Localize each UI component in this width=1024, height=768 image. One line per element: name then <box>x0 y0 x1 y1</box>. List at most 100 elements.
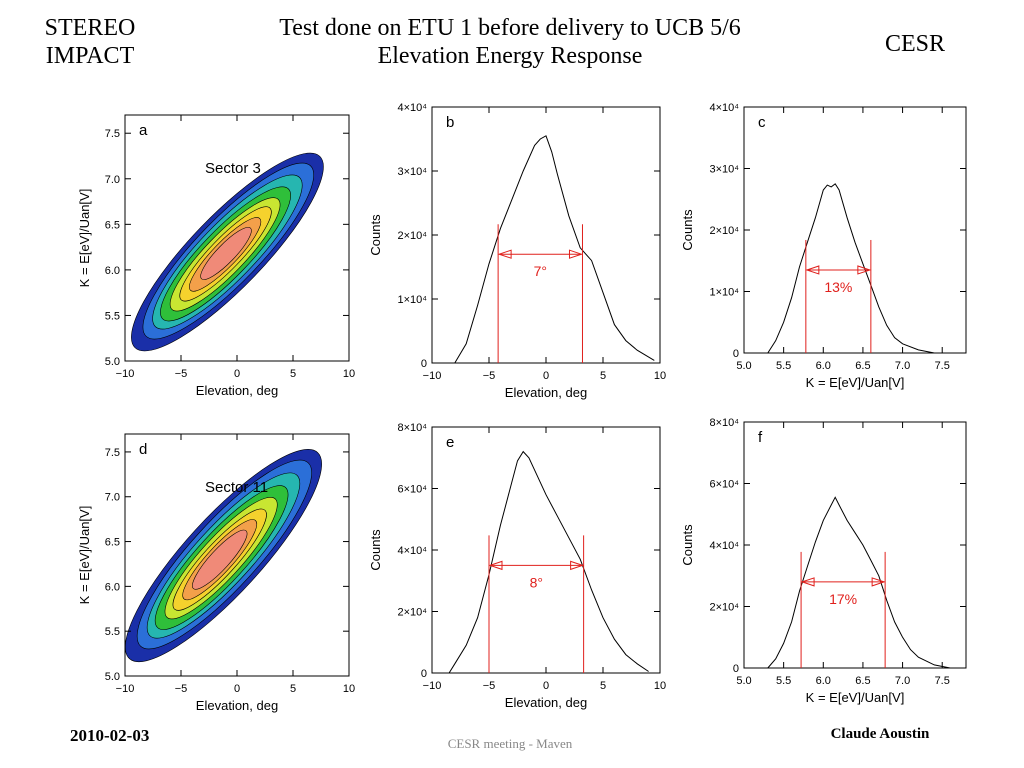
chart-b-xtick-label-4: 10 <box>654 370 666 382</box>
chart-d-xtick-label-0: −10 <box>116 683 135 695</box>
chart-a-ytick-label-1: 5.5 <box>105 310 120 322</box>
header-right: CESR <box>884 31 946 57</box>
header-left-line2: IMPACT <box>45 43 135 69</box>
chart-c-xtick-label-0: 5.0 <box>736 360 751 372</box>
chart-panel-c: 5.0 5.5 6.0 6.5 7.0 7.5 0 1×10⁴ 2×10⁴ 3×10⁴ 4×10⁴ K… <box>680 102 967 390</box>
chart-f-xtick-label-5: 7.5 <box>935 675 950 687</box>
chart-b-series-line <box>454 135 655 364</box>
header-left: STEREO IMPACT <box>20 14 160 70</box>
chart-c-xtick-label-2: 6.0 <box>816 360 831 372</box>
chart-e-xtick-label-4: 10 <box>654 680 666 692</box>
chart-e-arrowhead-left <box>488 560 503 571</box>
header-left-line1: STEREO <box>44 15 136 41</box>
chart-d-xtick-label-2: 0 <box>234 683 240 695</box>
chart-c-ytick-label-4: 4×10⁴ <box>709 102 739 114</box>
chart-d-contours <box>125 449 322 663</box>
chart-a-ylabel: K = E[eV]/Uan[V] <box>77 189 92 288</box>
chart-f-width-label: 17% <box>829 591 857 607</box>
chart-a-ytick-label-0: 5.0 <box>105 356 120 368</box>
chart-b-xtick-label-1: −5 <box>483 370 496 382</box>
chart-d-ytick-label-4: 7.0 <box>105 492 120 504</box>
chart-a-xtick-label-4: 10 <box>343 368 355 380</box>
chart-a-ytick-label-5: 7.5 <box>105 128 120 140</box>
chart-b-arrowhead-left <box>497 249 512 259</box>
chart-b-xtick-label-2: 0 <box>543 370 549 382</box>
chart-f-arrowhead-right <box>871 577 886 587</box>
chart-f-xtick-label-3: 6.5 <box>855 675 870 687</box>
chart-c-ytick-label-1: 1×10⁴ <box>709 287 739 299</box>
chart-d-xlabel: Elevation, deg <box>196 698 278 713</box>
chart-d-annotation: Sector 11 <box>205 479 268 496</box>
chart-d-xtick-label-3: 5 <box>290 683 296 695</box>
chart-d-ytick-label-2: 6.0 <box>105 581 120 593</box>
chart-c-ylabel: Counts <box>680 209 695 251</box>
chart-e-ytick-label-0: 0 <box>421 668 427 680</box>
chart-a-panel-label: a <box>139 122 148 139</box>
chart-a-annotation: Sector 3 <box>205 160 261 177</box>
chart-e-xtick-label-2: 0 <box>543 680 549 692</box>
chart-d-contour-7 <box>192 529 248 590</box>
chart-c-width-label: 13% <box>824 279 852 295</box>
chart-d-ytick-label-3: 6.5 <box>105 537 120 549</box>
chart-panel-f: 5.0 5.5 6.0 6.5 7.0 7.5 0 2×10⁴ 4×10⁴ 6×10⁴ 8×10⁴ K… <box>680 417 967 705</box>
slide-title: Test done on ETU 1 before delivery to UC… <box>180 14 840 70</box>
footer-author: Claude Aoustin <box>830 726 930 742</box>
chart-b-xtick-label-0: −10 <box>423 370 442 382</box>
chart-e-ytick-label-4: 8×10⁴ <box>397 422 427 434</box>
chart-d-ytick-label-0: 5.0 <box>105 671 120 683</box>
chart-d-ylabel: K = E[eV]/Uan[V] <box>77 506 92 605</box>
chart-b-ytick-label-3: 3×10⁴ <box>397 166 427 178</box>
chart-f-ytick-label-1: 2×10⁴ <box>709 602 739 614</box>
chart-b-ylabel: Counts <box>368 214 383 256</box>
chart-f-panel-label: f <box>758 429 763 446</box>
chart-a-ytick-label-4: 7.0 <box>105 174 120 186</box>
chart-b-arrowhead-right <box>568 249 584 259</box>
chart-a-xlabel: Elevation, deg <box>196 383 278 398</box>
slide-title-line2: Elevation Energy Response <box>377 43 643 69</box>
chart-panel-e: −10 −5 0 5 10 0 2×10⁴ 4×10⁴ 6×10⁴ 8×10⁴ Elevation,… <box>368 422 666 710</box>
chart-f-xtick-label-1: 5.5 <box>776 675 791 687</box>
chart-f-series-line <box>767 496 951 669</box>
chart-c-xtick-label-3: 6.5 <box>855 360 870 372</box>
chart-f-xtick-label-4: 7.0 <box>895 675 910 687</box>
chart-a-contour-7 <box>200 227 252 280</box>
chart-b-xtick-label-3: 5 <box>600 370 606 382</box>
chart-c-arrowhead-right <box>857 265 872 275</box>
chart-e-series-line <box>448 450 649 674</box>
chart-e-width-label: 8° <box>530 574 543 590</box>
chart-e-ytick-label-3: 6×10⁴ <box>397 484 427 496</box>
chart-a-xtick-label-0: −10 <box>116 368 135 380</box>
chart-a-xtick-label-1: −5 <box>175 368 188 380</box>
chart-c-xtick-label-1: 5.5 <box>776 360 791 372</box>
chart-e-arrowhead-right <box>570 560 585 571</box>
chart-a-ytick-label-2: 6.0 <box>105 265 120 277</box>
chart-c-xlabel: K = E[eV]/Uan[V] <box>806 375 905 390</box>
chart-d-ytick-label-5: 7.5 <box>105 447 120 459</box>
chart-a-ytick-label-3: 6.5 <box>105 219 120 231</box>
chart-b-ytick-label-2: 2×10⁴ <box>397 230 427 242</box>
chart-f-ytick-label-0: 0 <box>733 663 739 675</box>
chart-f-xlabel: K = E[eV]/Uan[V] <box>806 690 905 705</box>
chart-f-frame <box>743 421 967 669</box>
chart-b-width-label: 7° <box>534 263 547 279</box>
chart-c-xtick-label-5: 7.5 <box>935 360 950 372</box>
chart-f-xtick-label-2: 6.0 <box>816 675 831 687</box>
chart-d-panel-label: d <box>139 441 147 458</box>
chart-c-series-line <box>767 183 935 354</box>
chart-c-ytick-label-2: 2×10⁴ <box>709 225 739 237</box>
footer-date: 2010-02-03 <box>70 726 150 745</box>
chart-e-frame <box>431 426 661 674</box>
chart-c-arrowhead-left <box>805 265 820 275</box>
chart-f-ytick-label-3: 6×10⁴ <box>709 479 739 491</box>
chart-panel-d: Sector 11 −10 −5 0 5 10 5.0 5.5 6.0 6.5 7.0 7.5 Elev… <box>77 433 355 713</box>
footer-meeting: CESR meeting - Maven <box>447 736 573 751</box>
chart-c-ytick-label-0: 0 <box>733 348 739 360</box>
chart-e-panel-label: e <box>446 434 454 451</box>
chart-c-ytick-label-3: 3×10⁴ <box>709 164 739 176</box>
chart-b-ytick-label-4: 4×10⁴ <box>397 102 427 114</box>
chart-f-xtick-label-0: 5.0 <box>736 675 751 687</box>
chart-e-xtick-label-3: 5 <box>600 680 606 692</box>
chart-f-ytick-label-2: 4×10⁴ <box>709 540 739 552</box>
chart-e-ytick-label-1: 2×10⁴ <box>397 607 427 619</box>
chart-c-frame <box>743 106 967 354</box>
